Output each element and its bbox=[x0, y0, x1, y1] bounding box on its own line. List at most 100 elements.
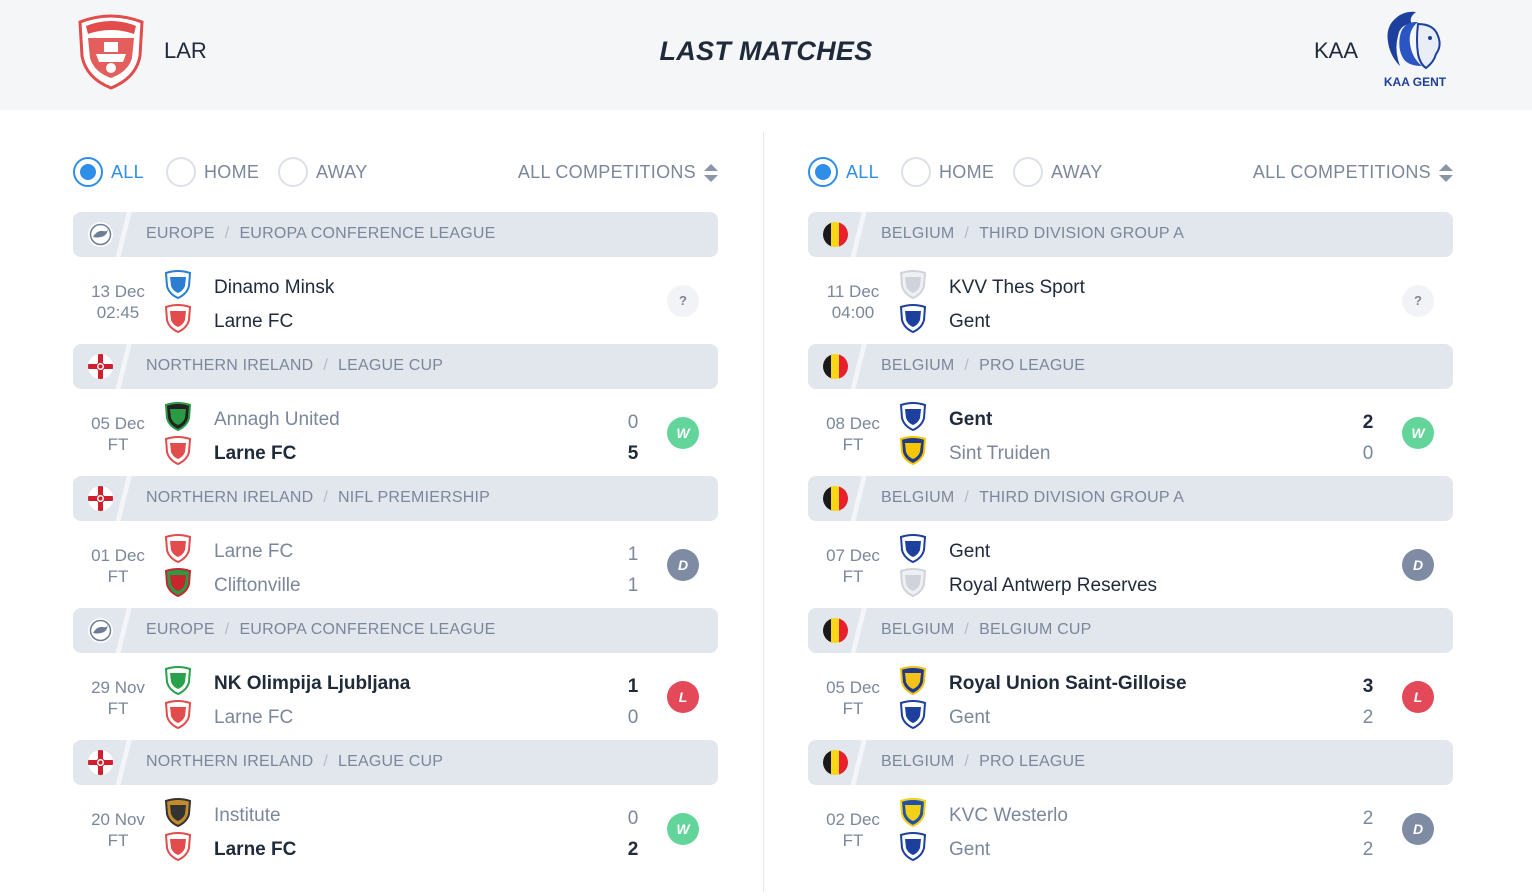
gent-crest-icon bbox=[898, 533, 928, 564]
competition-header[interactable]: EUROPE / EUROPA CONFERENCE LEAGUE bbox=[73, 212, 718, 257]
home-team-name[interactable]: KVC Westerlo bbox=[949, 805, 1068, 826]
competition-name: THIRD DIVISION GROUP A bbox=[979, 225, 1185, 242]
filter-radio-all[interactable]: ALL bbox=[73, 157, 144, 187]
breadcrumb-separator: / bbox=[224, 621, 230, 638]
competition-flag-area bbox=[73, 608, 133, 653]
away-team-name[interactable]: Sint Truiden bbox=[949, 443, 1051, 464]
competition-header[interactable]: NORTHERN IRELAND / NIFL PREMIERSHIP bbox=[73, 476, 718, 521]
away-team-name[interactable]: Larne FC bbox=[214, 839, 297, 860]
competition-country: NORTHERN IRELAND bbox=[146, 489, 314, 506]
home-team-name[interactable]: Gent bbox=[949, 541, 991, 562]
match-status: FT bbox=[842, 831, 864, 850]
competition-breadcrumb: EUROPE / EUROPA CONFERENCE LEAGUE bbox=[146, 225, 496, 243]
competition-header[interactable]: NORTHERN IRELAND / LEAGUE CUP bbox=[73, 344, 718, 389]
match-filters: ALL HOME AWAY ALL COMPETITIONS bbox=[73, 150, 718, 196]
breadcrumb-separator: / bbox=[964, 753, 970, 770]
larne-fc-crest-icon bbox=[163, 831, 193, 862]
match-row[interactable]: 13 Dec 02:45 Dinamo Minsk Larne FC? bbox=[73, 257, 718, 344]
home-team-name[interactable]: Gent bbox=[949, 409, 993, 430]
royal-antwerp-reserves-crest-icon bbox=[898, 567, 928, 598]
away-score: 2 bbox=[1362, 707, 1374, 728]
divider bbox=[114, 740, 133, 785]
filter-radio-home[interactable]: HOME bbox=[166, 157, 259, 187]
radio-circle-icon bbox=[166, 157, 196, 187]
away-team-name[interactable]: Royal Antwerp Reserves bbox=[949, 575, 1158, 596]
away-team-abbr: KAA bbox=[1314, 38, 1359, 63]
competition-flag-area bbox=[808, 740, 868, 785]
match-row[interactable]: 01 Dec FT Larne FC Cliftonville 1 1 D bbox=[73, 521, 718, 608]
competition-header[interactable]: BELGIUM / BELGIUM CUP bbox=[808, 608, 1453, 653]
competition-header[interactable]: BELGIUM / PRO LEAGUE bbox=[808, 740, 1453, 785]
result-badge: ? bbox=[667, 285, 699, 317]
breadcrumb-separator: / bbox=[964, 225, 970, 242]
match-row[interactable]: 07 Dec FT Gent Royal Antwerp Reserves D bbox=[808, 521, 1453, 608]
away-team-name[interactable]: Gent bbox=[949, 707, 991, 728]
match-row[interactable]: 11 Dec 04:00 KVV Thes Sport Gent? bbox=[808, 257, 1453, 344]
match-filters: ALL HOME AWAY ALL COMPETITIONS bbox=[808, 150, 1453, 196]
belgium-flag bbox=[823, 486, 848, 511]
match-status: FT bbox=[842, 435, 864, 454]
match-row[interactable]: 05 Dec FT Royal Union Saint-Gilloise Gent 3 2… bbox=[808, 653, 1453, 740]
northern-ireland-flag bbox=[88, 354, 113, 379]
filter-radio-all[interactable]: ALL bbox=[808, 157, 879, 187]
match-row[interactable]: 08 Dec FT Gent Sint Truiden 2 0 W bbox=[808, 389, 1453, 476]
home-team-matches-column: ALL HOME AWAY ALL COMPETITIONS EUROPE / EUROPA… bbox=[73, 150, 718, 872]
home-score: 2 bbox=[1362, 808, 1374, 829]
competition-header[interactable]: EUROPE / EUROPA CONFERENCE LEAGUE bbox=[73, 608, 718, 653]
result-badge: L bbox=[1402, 681, 1434, 713]
home-team-name[interactable]: Royal Union Saint-Gilloise bbox=[949, 673, 1187, 694]
competition-name: NIFL PREMIERSHIP bbox=[338, 489, 490, 506]
northern-ireland-flag bbox=[88, 486, 113, 511]
result-badge: D bbox=[667, 549, 699, 581]
match-row[interactable]: 02 Dec FT KVC Westerlo Gent 2 2 D bbox=[808, 785, 1453, 872]
match-row[interactable]: 05 Dec FT Annagh United Larne FC 0 5 W bbox=[73, 389, 718, 476]
away-team-name[interactable]: Larne FC bbox=[214, 443, 297, 464]
filter-label: AWAY bbox=[1051, 161, 1103, 182]
kaa-gent-crest-icon[interactable]: KAA GENT bbox=[1378, 10, 1452, 90]
home-team-name[interactable]: Institute bbox=[214, 805, 281, 826]
home-team-name[interactable]: NK Olimpija Ljubljana bbox=[214, 673, 411, 694]
competition-name: BELGIUM CUP bbox=[979, 621, 1092, 638]
competition-select[interactable]: ALL COMPETITIONS bbox=[1253, 162, 1453, 183]
home-team-name[interactable]: Dinamo Minsk bbox=[214, 277, 335, 298]
competition-header[interactable]: BELGIUM / THIRD DIVISION GROUP A bbox=[808, 476, 1453, 521]
divider bbox=[849, 344, 868, 389]
match-row[interactable]: 29 Nov FT NK Olimpija Ljubljana Larne FC 1 0 L bbox=[73, 653, 718, 740]
away-team-name[interactable]: Cliftonville bbox=[214, 575, 301, 596]
home-score: 0 bbox=[627, 412, 639, 433]
home-team-name[interactable]: Larne FC bbox=[214, 541, 294, 562]
match-status: FT bbox=[107, 567, 129, 586]
northern-ireland-flag bbox=[88, 750, 113, 775]
competition-header[interactable]: BELGIUM / THIRD DIVISION GROUP A bbox=[808, 212, 1453, 257]
filter-label: HOME bbox=[939, 161, 995, 182]
result-badge: W bbox=[667, 417, 699, 449]
away-team-name[interactable]: Gent bbox=[949, 839, 991, 860]
match-list: BELGIUM / THIRD DIVISION GROUP A 11 Dec 04:0… bbox=[808, 212, 1453, 872]
competition-header[interactable]: NORTHERN IRELAND / LEAGUE CUP bbox=[73, 740, 718, 785]
result-badge: W bbox=[1402, 417, 1434, 449]
competition-select[interactable]: ALL COMPETITIONS bbox=[518, 162, 718, 183]
larne-fc-crest-icon bbox=[163, 699, 193, 730]
match-row[interactable]: 20 Nov FT Institute Larne FC 0 2 W bbox=[73, 785, 718, 872]
cliftonville-crest-icon bbox=[163, 567, 193, 598]
competition-select-label: ALL COMPETITIONS bbox=[517, 162, 696, 182]
home-team-name[interactable]: Annagh United bbox=[214, 409, 340, 430]
competition-name: THIRD DIVISION GROUP A bbox=[979, 489, 1185, 506]
competition-header[interactable]: BELGIUM / PRO LEAGUE bbox=[808, 344, 1453, 389]
filter-radio-home[interactable]: HOME bbox=[901, 157, 994, 187]
europe-icon bbox=[88, 222, 113, 247]
competition-name: EUROPA CONFERENCE LEAGUE bbox=[239, 621, 496, 638]
home-score: 2 bbox=[1362, 412, 1374, 433]
filter-radio-away[interactable]: AWAY bbox=[278, 157, 368, 187]
away-team-name[interactable]: Gent bbox=[949, 311, 991, 332]
away-team-name[interactable]: Larne FC bbox=[214, 311, 294, 332]
larne-fc-crest-icon[interactable] bbox=[74, 12, 148, 92]
filter-label: ALL bbox=[846, 161, 879, 182]
home-team-abbr: LAR bbox=[164, 38, 207, 63]
divider bbox=[114, 212, 133, 257]
away-team-name[interactable]: Larne FC bbox=[214, 707, 294, 728]
competition-country: BELGIUM bbox=[881, 357, 955, 374]
away-score: 5 bbox=[627, 443, 639, 464]
home-team-name[interactable]: KVV Thes Sport bbox=[949, 277, 1085, 298]
filter-radio-away[interactable]: AWAY bbox=[1013, 157, 1103, 187]
